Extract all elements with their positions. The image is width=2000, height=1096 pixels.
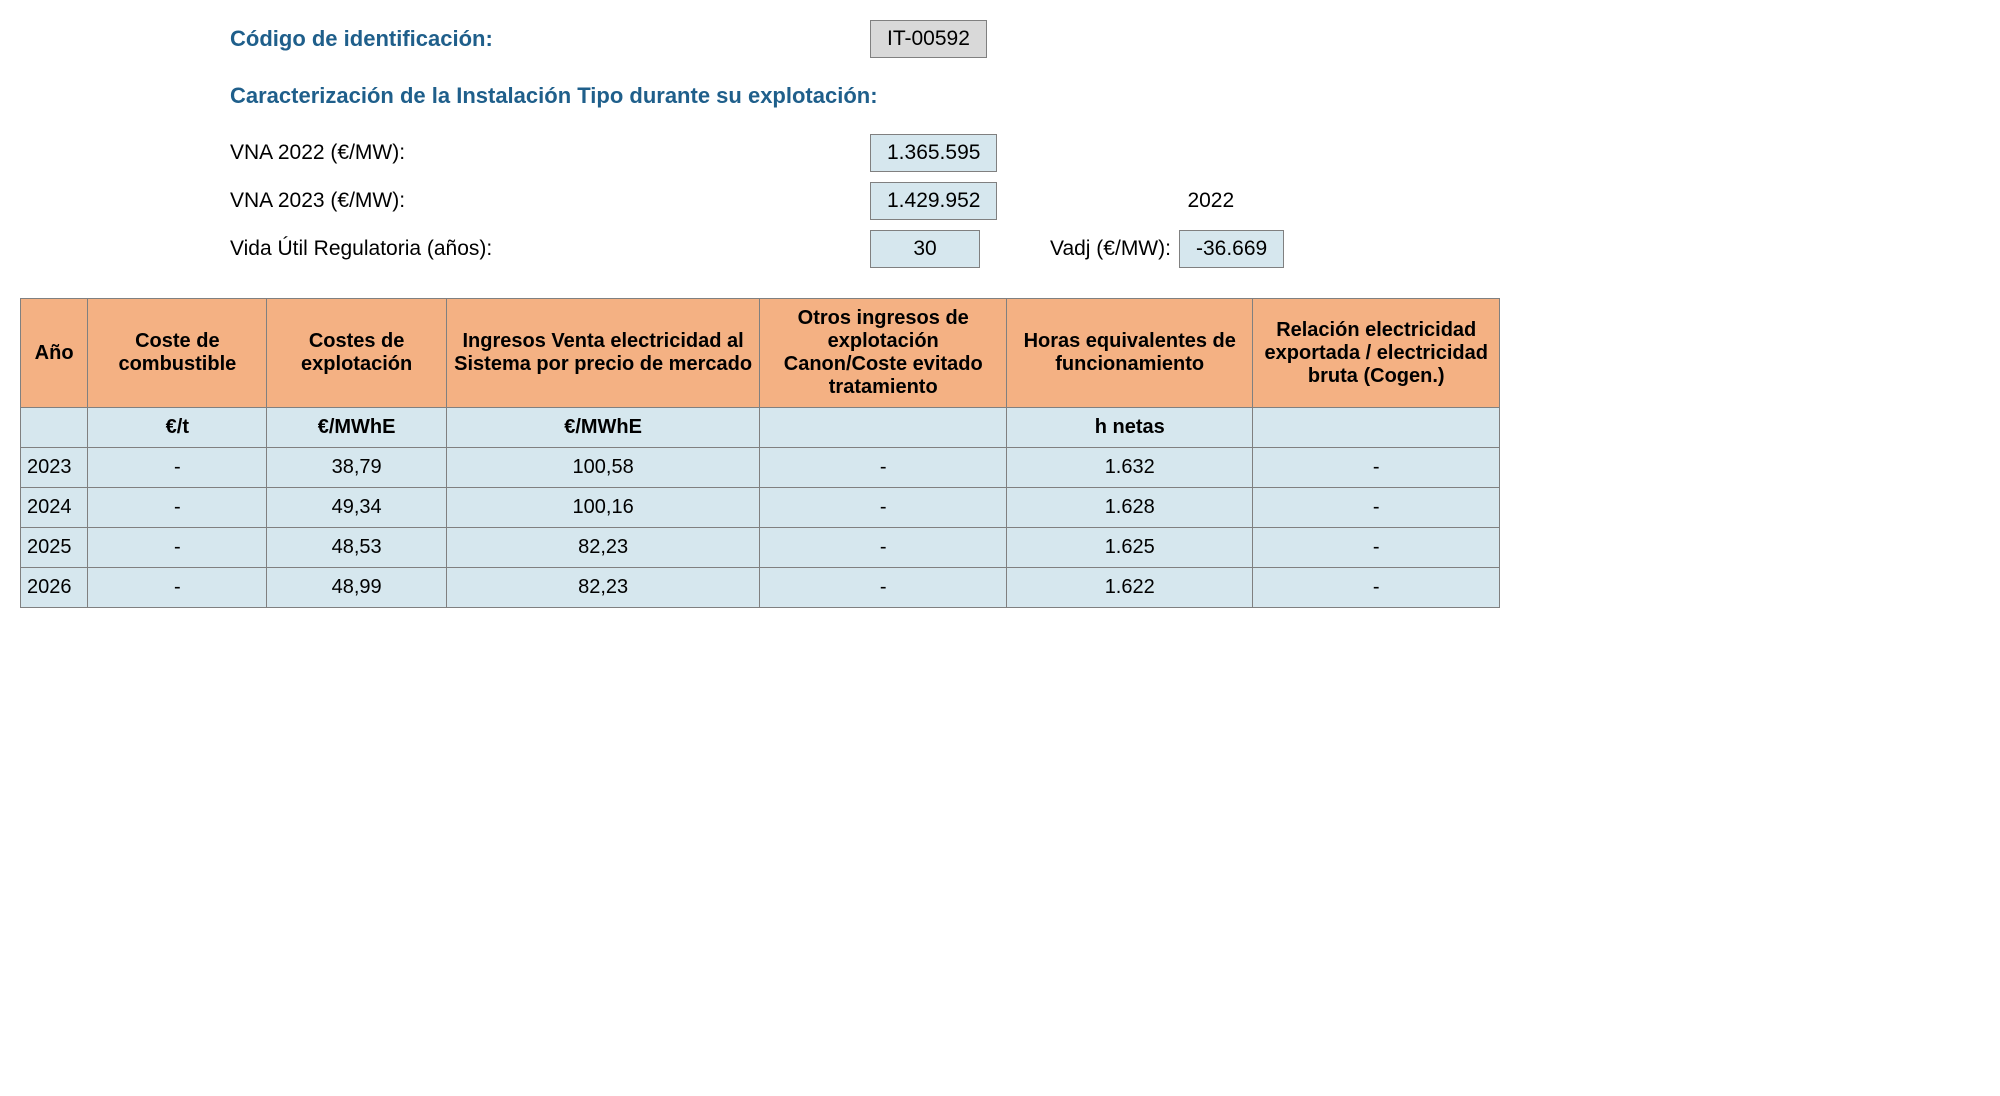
- vna-2022-value: 1.365.595: [870, 134, 997, 172]
- cell-year: 2023: [21, 448, 88, 488]
- cell: 1.625: [1006, 528, 1253, 568]
- col-header-relacion: Relación electricidad exportada / electr…: [1253, 299, 1500, 408]
- table-header-row: Año Coste de combustible Costes de explo…: [21, 299, 1500, 408]
- cell: -: [760, 568, 1007, 608]
- col-header-horas: Horas equivalentes de funcionamiento: [1006, 299, 1253, 408]
- cell: 100,58: [446, 448, 760, 488]
- unit-cell: [21, 408, 88, 448]
- year-ref: 2022: [1187, 189, 1234, 213]
- cell: -: [1253, 568, 1500, 608]
- cell: -: [88, 568, 267, 608]
- cell: -: [1253, 488, 1500, 528]
- cell-year: 2024: [21, 488, 88, 528]
- unit-cell: €/MWhE: [446, 408, 760, 448]
- col-header-year: Año: [21, 299, 88, 408]
- vida-util-value: 30: [870, 230, 980, 268]
- code-value: IT-00592: [870, 20, 987, 58]
- cell: 38,79: [267, 448, 446, 488]
- col-header-ingresos: Ingresos Venta electricidad al Sistema p…: [446, 299, 760, 408]
- table-units-row: €/t €/MWhE €/MWhE h netas: [21, 408, 1500, 448]
- cell: 48,53: [267, 528, 446, 568]
- unit-cell: [760, 408, 1007, 448]
- cell: 48,99: [267, 568, 446, 608]
- code-label: Código de identificación:: [230, 26, 870, 52]
- vadj-value: -36.669: [1179, 230, 1284, 268]
- table-row: 2026 - 48,99 82,23 - 1.622 -: [21, 568, 1500, 608]
- col-header-combustible: Coste de combustible: [88, 299, 267, 408]
- cell: 1.632: [1006, 448, 1253, 488]
- cell: -: [1253, 528, 1500, 568]
- cell: 1.628: [1006, 488, 1253, 528]
- vida-util-label: Vida Útil Regulatoria (años):: [230, 237, 870, 261]
- data-table: Año Coste de combustible Costes de explo…: [20, 298, 1500, 608]
- table-row: 2024 - 49,34 100,16 - 1.628 -: [21, 488, 1500, 528]
- vna-2022-label: VNA 2022 (€/MW):: [230, 141, 870, 165]
- section-title: Caracterización de la Instalación Tipo d…: [230, 83, 1980, 109]
- cell: -: [88, 448, 267, 488]
- cell: 100,16: [446, 488, 760, 528]
- cell-year: 2025: [21, 528, 88, 568]
- vna-2023-value: 1.429.952: [870, 182, 997, 220]
- cell-year: 2026: [21, 568, 88, 608]
- table-row: 2025 - 48,53 82,23 - 1.625 -: [21, 528, 1500, 568]
- unit-cell: h netas: [1006, 408, 1253, 448]
- table-row: 2023 - 38,79 100,58 - 1.632 -: [21, 448, 1500, 488]
- cell: 82,23: [446, 528, 760, 568]
- vna-2023-label: VNA 2023 (€/MW):: [230, 189, 870, 213]
- cell: 1.622: [1006, 568, 1253, 608]
- cell: -: [1253, 448, 1500, 488]
- unit-cell: €/MWhE: [267, 408, 446, 448]
- cell: -: [760, 488, 1007, 528]
- cell: -: [760, 528, 1007, 568]
- cell: -: [88, 528, 267, 568]
- col-header-otros: Otros ingresos de explotación Canon/Cost…: [760, 299, 1007, 408]
- cell: 82,23: [446, 568, 760, 608]
- unit-cell: €/t: [88, 408, 267, 448]
- col-header-costes: Costes de explotación: [267, 299, 446, 408]
- cell: -: [760, 448, 1007, 488]
- cell: 49,34: [267, 488, 446, 528]
- unit-cell: [1253, 408, 1500, 448]
- cell: -: [88, 488, 267, 528]
- vadj-label: Vadj (€/MW):: [1050, 237, 1171, 261]
